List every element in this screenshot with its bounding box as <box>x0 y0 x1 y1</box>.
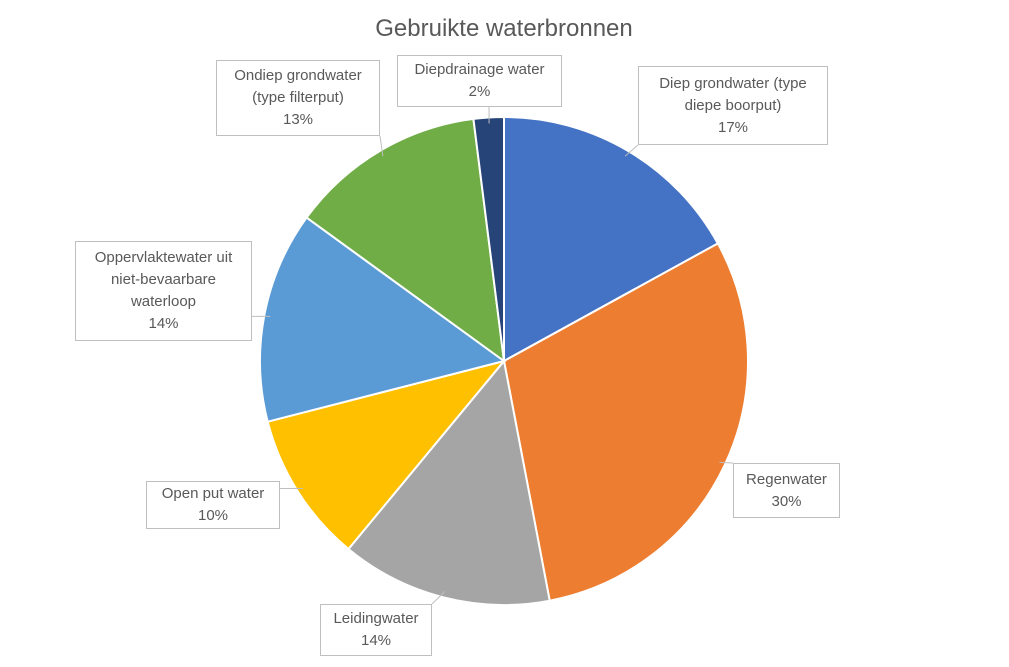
pie-slice <box>266 359 507 551</box>
label-box: Ondiep grondwater (type filterput) 13% <box>216 60 380 136</box>
labels: Diep grondwater (type diepe boorput) 17% R… <box>75 55 840 656</box>
pie-slice <box>503 115 720 363</box>
leaders <box>252 107 734 605</box>
label-box: Regenwater 30% <box>733 463 840 518</box>
category-label: Diepdrainage water <box>414 61 545 78</box>
data-label: Diepdrainage water 2% <box>397 55 562 107</box>
leader-line <box>624 144 639 157</box>
data-label: Open put water 10% <box>146 481 280 529</box>
pie-slice <box>502 242 749 602</box>
leader-line <box>379 135 384 157</box>
data-label: Regenwater 30% <box>733 463 840 518</box>
data-label: Oppervlaktewater uit niet-bevaarbare wat… <box>75 241 252 341</box>
category-label: Ondiep grondwater (type filterput) <box>234 67 362 106</box>
pie-slice <box>347 358 551 606</box>
label-box: Diepdrainage water 2% <box>397 55 562 107</box>
value-label: 13% <box>282 111 314 128</box>
label-box: Leidingwater 14% <box>320 604 432 656</box>
value-label: 17% <box>717 118 749 136</box>
label-box: Oppervlaktewater uit niet-bevaarbare wat… <box>75 241 252 341</box>
value-label: 10% <box>197 507 229 524</box>
value-label: 30% <box>771 492 802 510</box>
category-label: Oppervlaktewater uit niet-bevaarbare wat… <box>94 249 233 310</box>
value-label: 2% <box>468 83 491 100</box>
category-label: Regenwater <box>746 470 827 488</box>
leader-line <box>431 591 446 605</box>
value-label: 14% <box>360 632 392 649</box>
category-label: Leidingwater <box>333 610 419 627</box>
pie-slice <box>259 216 507 423</box>
label-box: Diep grondwater (type diepe boorput) 17% <box>638 66 828 145</box>
category-label: Diep grondwater (type diepe boorput) <box>659 74 807 114</box>
data-label: Leidingwater 14% <box>320 604 432 656</box>
leader-line <box>719 461 734 464</box>
pie <box>259 115 749 606</box>
chart-title: Gebruikte waterbronnen <box>375 15 632 42</box>
value-label: 14% <box>148 315 179 332</box>
label-box: Open put water 10% <box>146 481 280 529</box>
data-label: Diep grondwater (type diepe boorput) 17% <box>638 66 828 145</box>
pie-slice <box>305 117 506 364</box>
data-label: Ondiep grondwater (type filterput) 13% <box>216 60 380 136</box>
category-label: Open put water <box>161 485 265 502</box>
